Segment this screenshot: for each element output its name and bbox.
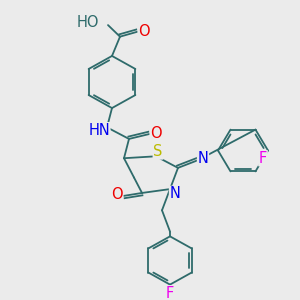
Text: F: F — [259, 151, 267, 166]
Text: O: O — [138, 24, 150, 39]
Text: F: F — [166, 286, 174, 300]
Text: N: N — [198, 151, 208, 166]
Text: HO: HO — [76, 15, 99, 30]
Text: S: S — [153, 144, 163, 159]
Text: O: O — [150, 126, 162, 141]
Text: N: N — [169, 186, 180, 201]
Text: HN: HN — [88, 123, 110, 138]
Text: O: O — [111, 188, 123, 202]
